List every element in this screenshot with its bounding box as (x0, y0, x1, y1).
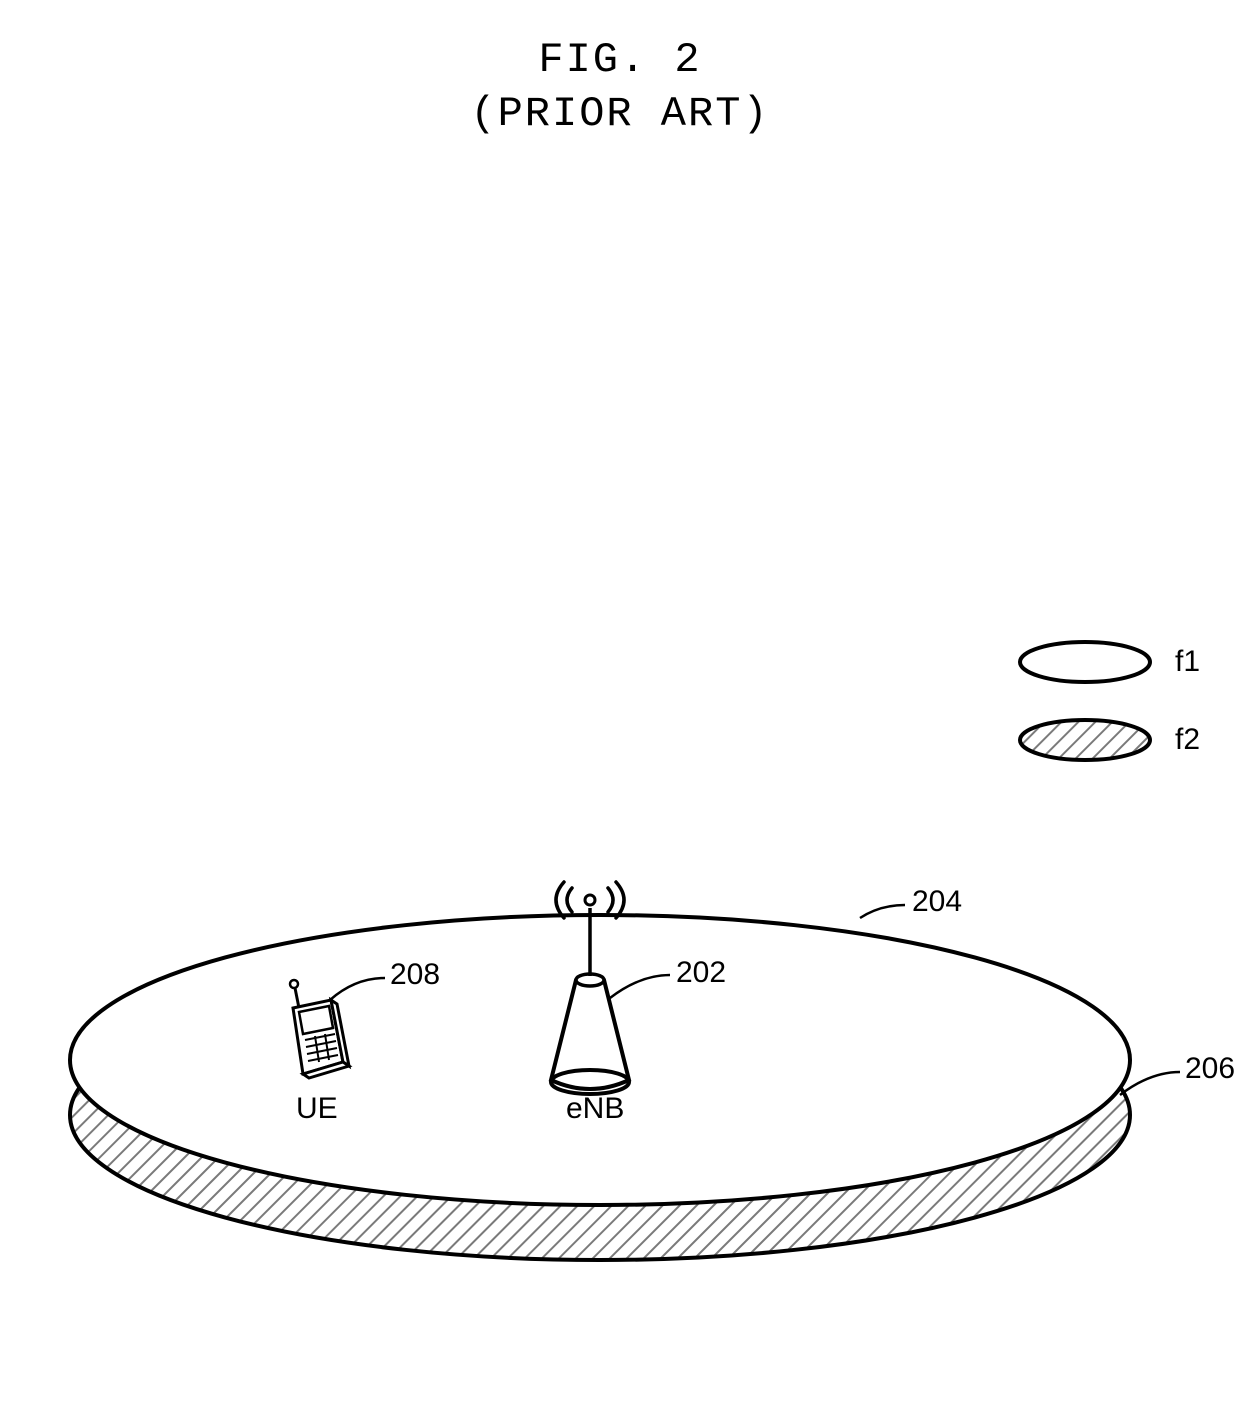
diagram-stage (0, 0, 1240, 1417)
legend-f2-label: f2 (1175, 723, 1200, 757)
ue-label: UE (296, 1092, 338, 1126)
ref-204: 204 (912, 885, 962, 919)
legend-f2-swatch (1020, 720, 1150, 760)
leader-204 (860, 905, 905, 918)
ref-208: 208 (390, 958, 440, 992)
legend (1020, 642, 1150, 760)
ref-202: 202 (676, 956, 726, 990)
enb-label: eNB (566, 1092, 624, 1126)
ref-206: 206 (1185, 1052, 1235, 1086)
legend-f1-label: f1 (1175, 645, 1200, 679)
legend-f1-swatch (1020, 642, 1150, 682)
